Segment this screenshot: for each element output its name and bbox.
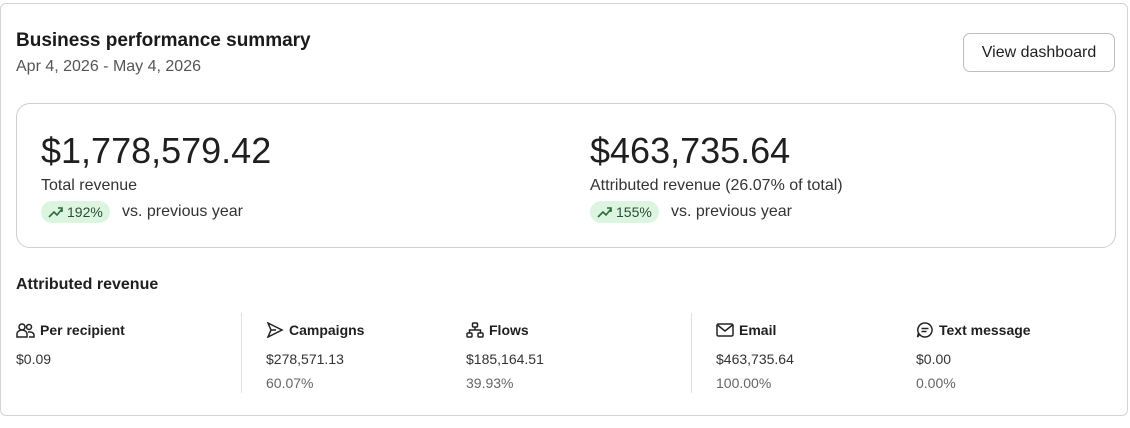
- metric-label: Campaigns: [266, 322, 364, 338]
- metric-label: Total revenue: [41, 177, 138, 194]
- metric-value: $185,164.51: [466, 351, 544, 367]
- metric-value: $278,571.13: [266, 351, 344, 367]
- label-text: Per recipient: [40, 322, 125, 338]
- metric-label: Flows: [466, 322, 529, 338]
- metric-label: Per recipient: [16, 322, 125, 338]
- metric-value: $463,735.64: [590, 130, 791, 171]
- change-value: 155%: [616, 204, 652, 220]
- card-title: Business performance summary: [16, 30, 311, 51]
- date-range: Apr 4, 2026 - May 4, 2026: [16, 58, 201, 75]
- section-title: Attributed revenue: [16, 276, 159, 293]
- change-badge: 155%: [590, 201, 659, 223]
- metrics-box: [16, 103, 1116, 248]
- metric-label: Attributed revenue (26.07% of total): [590, 177, 843, 194]
- divider: [241, 313, 242, 393]
- label-text: Flows: [489, 322, 529, 338]
- comparison: vs. previous year: [122, 203, 243, 220]
- label-text: Email: [739, 322, 777, 338]
- metric-share: 0.00%: [916, 375, 956, 391]
- label-text: Text message: [939, 322, 1031, 338]
- metric-value: $0.09: [16, 351, 52, 367]
- metric-value: $0.00: [916, 351, 952, 367]
- metric-share: 60.07%: [266, 375, 314, 391]
- label-text: Campaigns: [289, 322, 365, 338]
- change-badge: 192%: [41, 201, 110, 223]
- metric-label: Text message: [916, 322, 1031, 338]
- change-value: 192%: [67, 204, 103, 220]
- metric-label: Email: [716, 322, 776, 338]
- metric-share: 100.00%: [716, 375, 772, 391]
- metric-value: $1,778,579.42: [41, 130, 272, 171]
- metric-share: 39.93%: [466, 375, 514, 391]
- view-dashboard-button[interactable]: View dashboard: [963, 33, 1115, 72]
- metric-value: $463,735.64: [716, 351, 794, 367]
- comparison: vs. previous year: [671, 203, 792, 220]
- divider: [691, 313, 692, 393]
- summary-card: [0, 3, 1128, 416]
